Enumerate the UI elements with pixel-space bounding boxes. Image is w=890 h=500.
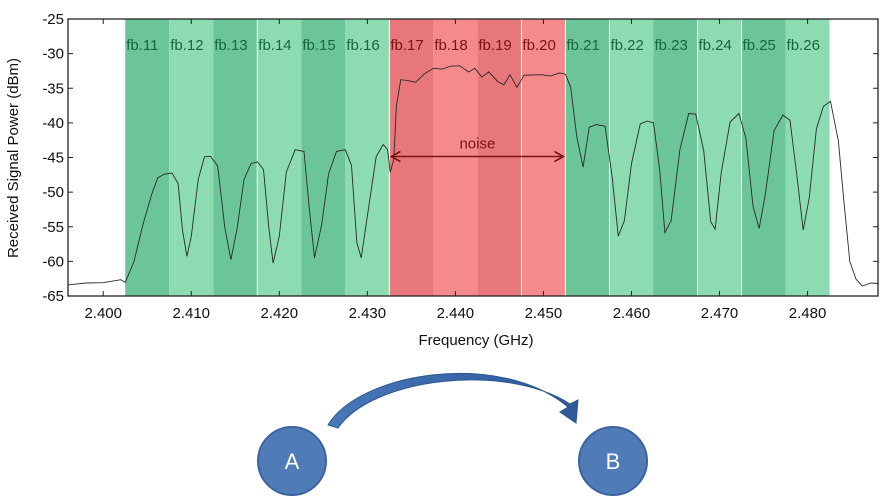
band-label: fb.13 (214, 37, 247, 54)
band-fb-26 (785, 19, 830, 296)
band-label: fb.16 (346, 37, 379, 54)
band-label: fb.15 (302, 37, 335, 54)
y-tick-label: -25 (42, 11, 64, 28)
band-fb-16 (345, 19, 390, 296)
y-tick-label: -30 (42, 46, 64, 63)
band-label: fb.14 (258, 37, 291, 54)
y-tick-label: -45 (42, 150, 64, 167)
band-label: fb.17 (390, 37, 423, 54)
x-tick-label: 2.410 (172, 305, 210, 322)
axis-ticks: 2.400 2.410 2.420 2.430 2.440 2.450 2.460 2.470… (42, 11, 878, 322)
frequency-bands: fb.11 fb.12 fb.13 fb.14 fb.15 fb.16 fb.17 fb.18… (125, 19, 830, 296)
band-fb-15 (301, 19, 346, 296)
band-fb-23 (653, 19, 698, 296)
node-a (257, 426, 327, 496)
node-diagram: A B (257, 373, 648, 496)
x-tick-label: 2.430 (349, 305, 387, 322)
node-a-label: A (285, 449, 300, 474)
band-label: fb.23 (654, 37, 687, 54)
x-tick-label: 2.420 (261, 305, 299, 322)
x-tick-label: 2.480 (789, 305, 827, 322)
band-label: fb.18 (434, 37, 467, 54)
noise-arrow-head-right (554, 150, 566, 163)
x-tick-label: 2.440 (437, 305, 475, 322)
y-tick-label: -65 (42, 288, 64, 305)
band-fb-24 (697, 19, 742, 296)
y-tick-label: -35 (42, 80, 64, 97)
signal-trace-layer (67, 65, 879, 287)
band-label: fb.12 (170, 37, 203, 54)
noise-label: noise (459, 136, 495, 153)
y-tick-label: -50 (42, 184, 64, 201)
y-tick-label: -60 (42, 253, 64, 270)
band-fb-12 (169, 19, 214, 296)
x-tick-label: 2.450 (525, 305, 563, 322)
band-label: fb.24 (699, 37, 732, 54)
band-fb-20 (521, 19, 566, 296)
node-b-label: B (606, 449, 621, 474)
band-label: fb.26 (787, 37, 820, 54)
noise-annotation: noise (389, 136, 566, 163)
band-label: fb.11 (126, 37, 158, 54)
x-tick-label: 2.400 (84, 305, 122, 322)
band-fb-19 (477, 19, 522, 296)
band-label: fb.19 (478, 37, 511, 54)
band-fb-22 (609, 19, 654, 296)
node-b (578, 426, 648, 496)
band-fb-14 (257, 19, 302, 296)
y-tick-label: -55 (42, 219, 64, 236)
band-fb-17 (389, 19, 434, 296)
noise-arrow-head-left (389, 150, 401, 163)
band-fb-18 (433, 19, 478, 296)
band-label: fb.25 (743, 37, 776, 54)
band-fb-13 (213, 19, 258, 296)
band-fb-21 (565, 19, 610, 296)
band-fb-25 (741, 19, 786, 296)
band-label: fb.22 (610, 37, 643, 54)
x-tick-label: 2.460 (613, 305, 651, 322)
y-axis-label: Received Signal Power (dBm) (5, 58, 22, 258)
x-axis-label: Frequency (GHz) (418, 332, 533, 349)
spectrum-chart: fb.11 fb.12 fb.13 fb.14 fb.15 fb.16 fb.17 fb.18… (5, 11, 879, 349)
y-tick-label: -40 (42, 115, 64, 132)
band-fb-11 (125, 19, 170, 296)
x-tick-label: 2.470 (701, 305, 739, 322)
curved-arrow (327, 373, 579, 429)
band-label: fb.20 (522, 37, 555, 54)
band-label: fb.21 (566, 37, 599, 54)
signal-trace (67, 65, 879, 287)
